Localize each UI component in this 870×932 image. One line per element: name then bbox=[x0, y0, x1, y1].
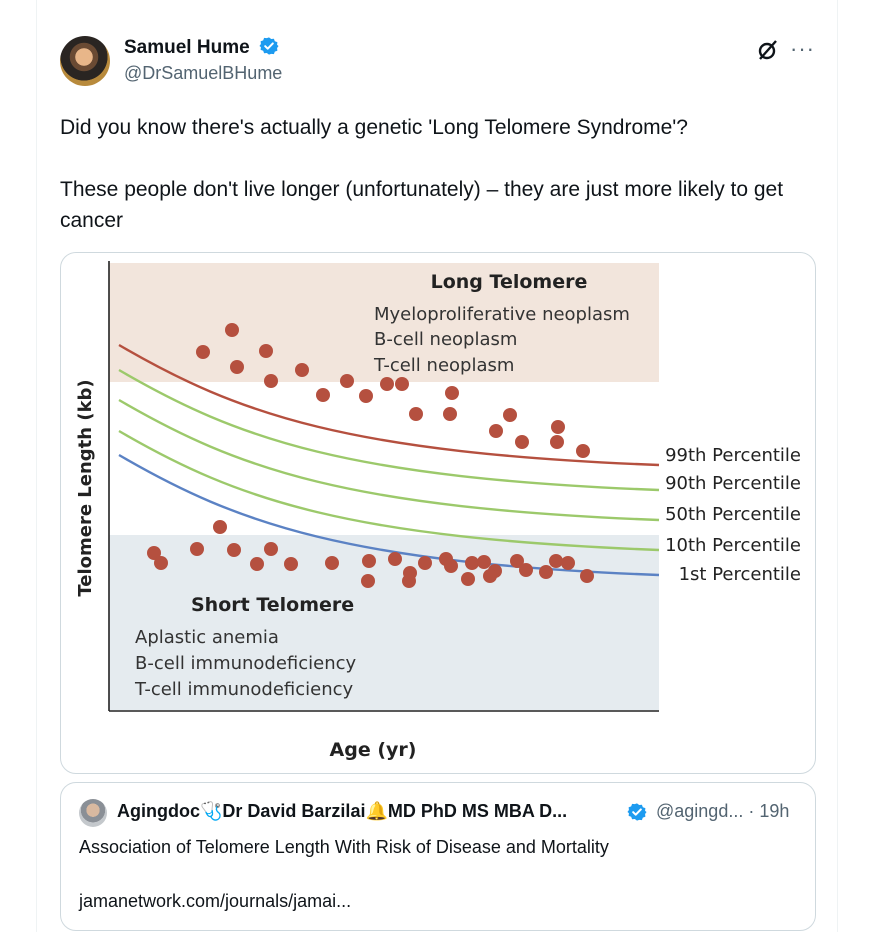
data-point bbox=[503, 408, 517, 422]
data-point bbox=[380, 377, 394, 391]
data-point bbox=[147, 546, 161, 560]
data-point bbox=[295, 363, 309, 377]
legend-label-1: 99th Percentile bbox=[665, 445, 801, 466]
data-point bbox=[340, 374, 354, 388]
data-point bbox=[395, 377, 409, 391]
x-axis-label: Age (yr) bbox=[330, 739, 417, 761]
data-point bbox=[361, 574, 375, 588]
data-point bbox=[225, 323, 239, 337]
data-point bbox=[519, 563, 533, 577]
long-telomere-region bbox=[109, 263, 659, 382]
data-point bbox=[250, 557, 264, 571]
data-point bbox=[259, 344, 273, 358]
quoted-text: Association of Telomere Length With Risk… bbox=[79, 837, 609, 857]
author-name[interactable]: Samuel Hume bbox=[124, 37, 250, 58]
y-axis-label: Telomere Length (kb) bbox=[75, 379, 96, 596]
long-telomere-title: Long Telomere bbox=[431, 271, 588, 293]
data-point bbox=[362, 554, 376, 568]
short-item-3: T-cell immunodeficiency bbox=[134, 679, 354, 700]
data-point bbox=[550, 435, 564, 449]
data-point bbox=[465, 556, 479, 570]
long-item-2: B-cell neoplasm bbox=[374, 329, 517, 350]
data-point bbox=[477, 555, 491, 569]
percentile-curve-4 bbox=[118, 429, 660, 552]
data-point bbox=[213, 520, 227, 534]
data-point bbox=[316, 388, 330, 402]
data-point bbox=[489, 424, 503, 438]
data-point bbox=[230, 360, 244, 374]
data-point bbox=[284, 557, 298, 571]
author-handle[interactable]: @DrSamuelBHume bbox=[124, 63, 283, 83]
percentile-curve-3 bbox=[118, 398, 660, 522]
legend-label-4: 10th Percentile bbox=[665, 535, 801, 556]
data-point bbox=[227, 543, 241, 557]
quoted-link[interactable]: jamanetwork.com/journals/jamai... bbox=[79, 891, 352, 911]
data-point bbox=[461, 572, 475, 586]
data-point bbox=[444, 559, 458, 573]
long-item-1: Myeloproliferative neoplasm bbox=[374, 304, 630, 325]
data-point bbox=[418, 556, 432, 570]
data-point bbox=[196, 345, 210, 359]
data-point bbox=[359, 389, 373, 403]
quoted-verified-icon bbox=[627, 803, 647, 821]
data-point bbox=[445, 386, 459, 400]
data-point bbox=[515, 435, 529, 449]
data-point bbox=[154, 556, 168, 570]
data-point bbox=[190, 542, 204, 556]
data-point bbox=[551, 420, 565, 434]
more-icon[interactable]: ··· bbox=[790, 36, 815, 61]
data-point bbox=[443, 407, 457, 421]
data-point bbox=[264, 374, 278, 388]
data-point bbox=[264, 542, 278, 556]
short-telomere-title: Short Telomere bbox=[191, 594, 354, 616]
data-point bbox=[576, 444, 590, 458]
tweet-media-chart[interactable]: Long Telomere Myeloproliferative neoplas… bbox=[60, 252, 816, 774]
data-point bbox=[510, 554, 524, 568]
quoted-author-name[interactable]: Agingdoc🩺Dr David Barzilai🔔MD PhD MS MBA… bbox=[117, 801, 568, 821]
short-item-2: B-cell immunodeficiency bbox=[135, 653, 357, 674]
data-point bbox=[483, 569, 497, 583]
data-point bbox=[409, 407, 423, 421]
data-point bbox=[402, 574, 416, 588]
long-item-3: T-cell neoplasm bbox=[373, 355, 514, 376]
data-point bbox=[580, 569, 594, 583]
data-point bbox=[561, 556, 575, 570]
data-point bbox=[388, 552, 402, 566]
short-item-1: Aplastic anemia bbox=[135, 627, 279, 648]
percentile-curve-1 bbox=[118, 343, 660, 467]
tweet-column bbox=[36, 0, 838, 932]
grok-icon[interactable] bbox=[756, 38, 780, 69]
legend-label-3: 50th Percentile bbox=[665, 504, 801, 525]
quoted-handle-time[interactable]: @agingd... · 19h bbox=[656, 801, 790, 821]
data-point bbox=[539, 565, 553, 579]
data-point bbox=[549, 554, 563, 568]
percentile-curve-2 bbox=[118, 368, 660, 492]
tweet-text: Did you know there's actually a genetic … bbox=[60, 116, 784, 232]
verified-badge-icon bbox=[259, 37, 279, 55]
quoted-tweet[interactable]: Agingdoc🩺Dr David Barzilai🔔MD PhD MS MBA… bbox=[60, 782, 816, 931]
author-name-row[interactable]: Samuel Hume bbox=[124, 36, 279, 59]
data-point bbox=[325, 556, 339, 570]
legend-label-5: 1st Percentile bbox=[679, 564, 801, 585]
telomere-chart: Long Telomere Myeloproliferative neoplas… bbox=[75, 261, 801, 761]
author-avatar[interactable] bbox=[60, 36, 110, 86]
legend-label-2: 90th Percentile bbox=[665, 473, 801, 494]
quoted-avatar[interactable] bbox=[79, 799, 107, 827]
